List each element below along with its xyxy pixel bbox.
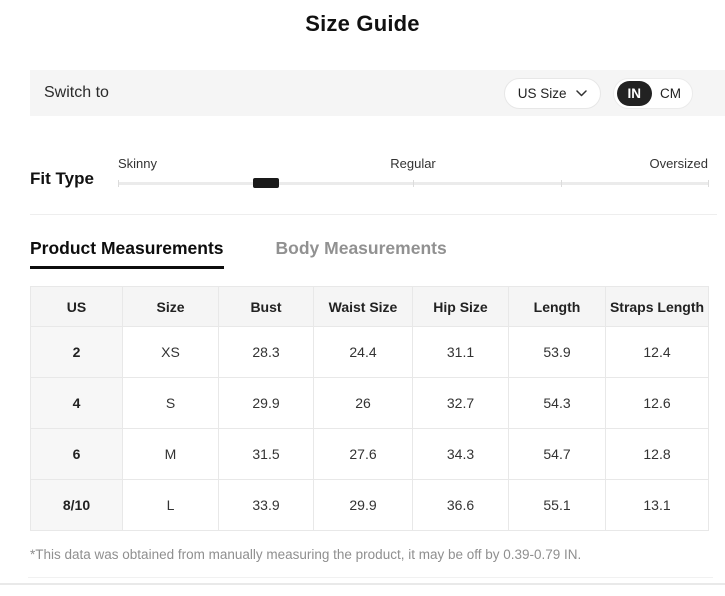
table-cell: L bbox=[122, 479, 219, 531]
fit-type-marker[interactable] bbox=[252, 178, 279, 188]
table-cell: 29.9 bbox=[313, 479, 413, 531]
switch-bar: Switch to US Size IN CM bbox=[30, 70, 725, 116]
table-header-cell: Bust bbox=[218, 286, 314, 327]
fit-scale-regular: Regular bbox=[390, 156, 436, 171]
section-divider bbox=[30, 214, 717, 215]
fit-type-section: Fit Type Skinny Regular Oversized bbox=[30, 156, 709, 189]
measurement-tabs: Product Measurements Body Measurements bbox=[30, 238, 725, 269]
table-cell: 55.1 bbox=[508, 479, 606, 531]
fit-scale-oversized: Oversized bbox=[649, 156, 708, 171]
bottom-divider-inner bbox=[28, 577, 713, 578]
tab-product-measurements[interactable]: Product Measurements bbox=[30, 238, 224, 269]
table-row: 4 S 29.9 26 32.7 54.3 12.6 bbox=[30, 377, 709, 429]
table-cell: 31.1 bbox=[412, 326, 509, 378]
table-header-row: US Size Bust Waist Size Hip Size Length Straps… bbox=[30, 286, 709, 327]
row-header-cell: 6 bbox=[30, 428, 123, 480]
fit-type-tick bbox=[118, 180, 119, 187]
table-cell: M bbox=[122, 428, 219, 480]
fit-type-slider: Skinny Regular Oversized bbox=[118, 156, 709, 189]
table-row: 2 XS 28.3 24.4 31.1 53.9 12.4 bbox=[30, 326, 709, 378]
chevron-down-icon bbox=[575, 89, 587, 97]
switch-controls: US Size IN CM bbox=[503, 77, 693, 109]
table-row: 6 M 31.5 27.6 34.3 54.7 12.8 bbox=[30, 428, 709, 480]
fit-type-tick bbox=[560, 180, 562, 187]
bottom-divider-full bbox=[0, 583, 725, 585]
unit-option-in[interactable]: IN bbox=[616, 80, 652, 106]
table-header-cell: Length bbox=[508, 286, 606, 327]
fit-type-scale-labels: Skinny Regular Oversized bbox=[118, 156, 708, 173]
table-cell: 12.6 bbox=[605, 377, 709, 429]
table-cell: 54.3 bbox=[508, 377, 606, 429]
table-cell: 36.6 bbox=[412, 479, 509, 531]
table-cell: 29.9 bbox=[218, 377, 314, 429]
table-cell: 33.9 bbox=[218, 479, 314, 531]
table-cell: 54.7 bbox=[508, 428, 606, 480]
unit-option-cm[interactable]: CM bbox=[660, 85, 681, 101]
table-cell: 53.9 bbox=[508, 326, 606, 378]
row-header-cell: 8/10 bbox=[30, 479, 123, 531]
measurements-table: US Size Bust Waist Size Hip Size Length Straps… bbox=[30, 286, 709, 531]
table-cell: 13.1 bbox=[605, 479, 709, 531]
fit-scale-skinny: Skinny bbox=[118, 156, 158, 171]
table-cell: 31.5 bbox=[218, 428, 314, 480]
table-cell: 24.4 bbox=[313, 326, 413, 378]
table-row: 8/10 L 33.9 29.9 36.6 55.1 13.1 bbox=[30, 479, 709, 531]
table-header-cell: Waist Size bbox=[313, 286, 413, 327]
table-cell: 12.8 bbox=[605, 428, 709, 480]
table-cell: 26 bbox=[313, 377, 413, 429]
page-title: Size Guide bbox=[305, 11, 420, 36]
measurement-disclaimer: *This data was obtained from manually me… bbox=[30, 547, 582, 562]
size-standard-value: US Size bbox=[517, 85, 567, 101]
fit-type-track bbox=[118, 178, 709, 188]
tab-body-measurements[interactable]: Body Measurements bbox=[276, 238, 447, 269]
fit-type-label: Fit Type bbox=[30, 169, 94, 188]
table-header-cell: Size bbox=[122, 286, 219, 327]
table-cell: 27.6 bbox=[313, 428, 413, 480]
unit-toggle[interactable]: IN CM bbox=[612, 77, 693, 109]
table-header-cell: US bbox=[30, 286, 123, 327]
table-cell: 34.3 bbox=[412, 428, 509, 480]
table-header-cell: Hip Size bbox=[412, 286, 509, 327]
table-cell: 32.7 bbox=[412, 377, 509, 429]
table-cell: 28.3 bbox=[218, 326, 314, 378]
table-cell: XS bbox=[122, 326, 219, 378]
table-cell: 12.4 bbox=[605, 326, 709, 378]
size-standard-dropdown[interactable]: US Size bbox=[503, 77, 601, 109]
table-header-cell: Straps Length bbox=[605, 286, 709, 327]
table-cell: S bbox=[122, 377, 219, 429]
fit-type-tick bbox=[708, 180, 709, 187]
row-header-cell: 4 bbox=[30, 377, 123, 429]
fit-type-tick bbox=[413, 180, 414, 187]
switch-to-label: Switch to bbox=[44, 84, 109, 101]
row-header-cell: 2 bbox=[30, 326, 123, 378]
